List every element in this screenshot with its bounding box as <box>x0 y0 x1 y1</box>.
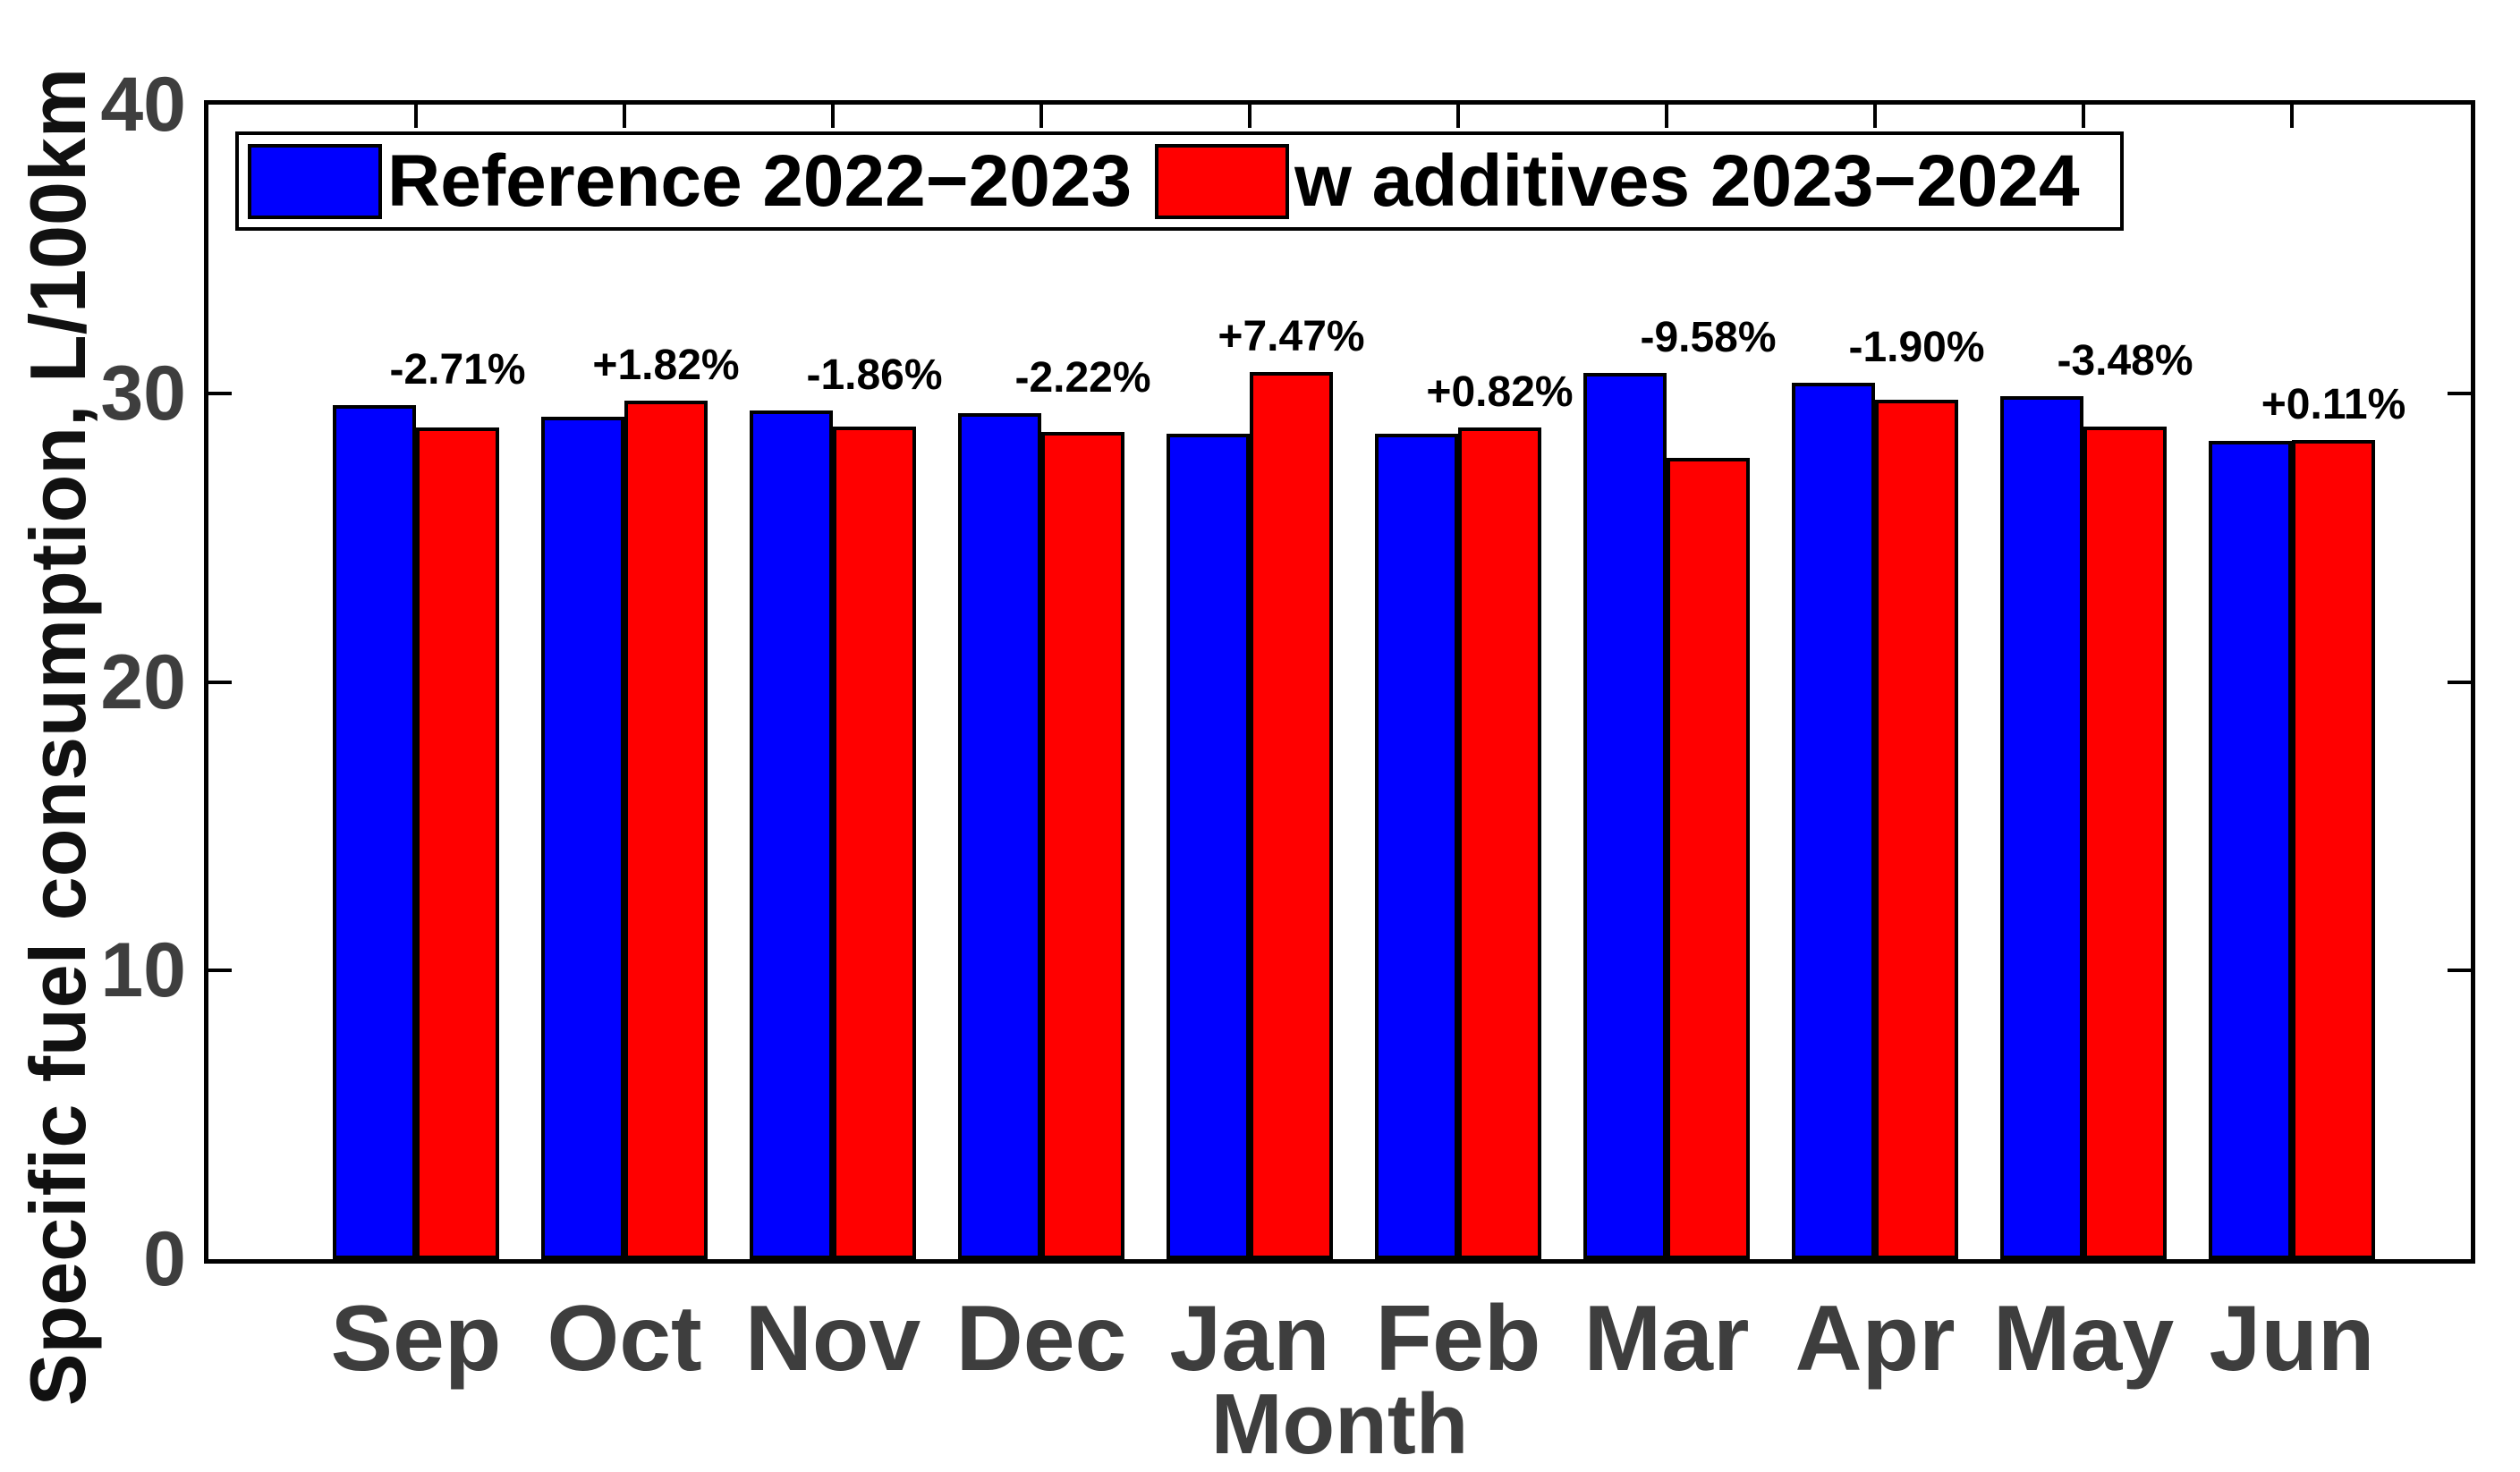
x-tick-mark <box>1873 105 1877 128</box>
bar-annotation: -2.71% <box>389 345 526 393</box>
bar-additives-nov <box>833 426 916 1259</box>
bar-reference-oct <box>541 416 624 1259</box>
legend-swatch-reference <box>248 143 382 219</box>
y-tick-mark <box>2448 391 2471 395</box>
x-tick-label-jun: Jun <box>2209 1287 2375 1391</box>
x-tick-mark <box>1665 105 1668 128</box>
x-tick-mark <box>1039 105 1043 128</box>
x-tick-label-may: May <box>1992 1287 2175 1391</box>
bar-annotation: +0.11% <box>2261 381 2406 429</box>
x-tick-label-mar: Mar <box>1583 1287 1750 1391</box>
bar-additives-sep <box>416 427 499 1259</box>
y-tick-label: 40 <box>100 62 186 148</box>
bar-annotation: -2.22% <box>1014 354 1151 402</box>
x-tick-label-nov: Nov <box>744 1287 921 1391</box>
legend-swatch-additives <box>1155 143 1290 219</box>
x-tick-mark <box>2082 105 2085 128</box>
bar-reference-may <box>2000 395 2083 1259</box>
x-tick-mark <box>623 105 626 128</box>
y-tick-label: 30 <box>100 350 186 436</box>
bar-annotation: +1.82% <box>592 342 740 390</box>
x-tick-label-oct: Oct <box>547 1287 702 1391</box>
bar-additives-oct <box>624 401 708 1259</box>
bar-annotation: +7.47% <box>1218 312 1365 360</box>
bar-annotation: -3.48% <box>2057 336 2193 385</box>
x-tick-label-dec: Dec <box>955 1287 1127 1391</box>
x-tick-label-sep: Sep <box>330 1287 502 1391</box>
bar-annotation: -9.58% <box>1640 314 1777 362</box>
x-tick-mark <box>1456 105 1460 128</box>
bar-additives-jan <box>1250 371 1333 1259</box>
y-tick-mark <box>208 391 232 395</box>
bar-additives-mar <box>1667 458 1750 1259</box>
bar-annotation: -1.90% <box>1848 324 1985 372</box>
x-tick-label-jan: Jan <box>1169 1287 1330 1391</box>
bar-reference-apr <box>1792 383 1875 1259</box>
bar-additives-dec <box>1041 432 1124 1259</box>
bar-reference-jan <box>1167 433 1250 1259</box>
y-tick-label: 10 <box>100 927 186 1014</box>
legend-label-reference: Reference 2022−2023 <box>387 140 1133 222</box>
legend-label-additives: w additives 2023−2024 <box>1294 140 2080 222</box>
y-tick-mark <box>208 680 232 684</box>
x-tick-label-feb: Feb <box>1375 1287 1541 1391</box>
bar-reference-dec <box>958 413 1041 1259</box>
x-axis-label: Month <box>1210 1376 1469 1472</box>
y-tick-mark <box>208 969 232 973</box>
bar-additives-feb <box>1458 427 1541 1259</box>
plot-area: -2.71% +1.82% -1.86% -2.22% +7.47% +0.82% -9.5… <box>204 100 2475 1264</box>
bar-additives-apr <box>1875 400 1958 1259</box>
bar-reference-mar <box>1583 373 1667 1259</box>
legend: Reference 2022−2023 w additives 2023−2024 <box>235 131 2124 231</box>
x-tick-mark <box>414 105 418 128</box>
x-tick-mark <box>2290 105 2294 128</box>
x-tick-label-apr: Apr <box>1795 1287 1956 1391</box>
bar-reference-sep <box>333 404 416 1259</box>
bar-annotation: -1.86% <box>806 351 943 400</box>
bar-additives-may <box>2083 426 2167 1259</box>
y-tick-label: 0 <box>143 1216 186 1302</box>
bar-additives-jun <box>2292 440 2375 1259</box>
x-tick-mark <box>1248 105 1252 128</box>
x-tick-mark <box>831 105 835 128</box>
bar-annotation: +0.82% <box>1426 368 1574 416</box>
y-tick-mark <box>2448 969 2471 973</box>
bar-reference-feb <box>1375 433 1458 1259</box>
y-tick-label: 20 <box>100 639 186 725</box>
y-tick-mark <box>2448 680 2471 684</box>
bar-reference-nov <box>750 410 833 1259</box>
bar-reference-jun <box>2209 441 2292 1259</box>
